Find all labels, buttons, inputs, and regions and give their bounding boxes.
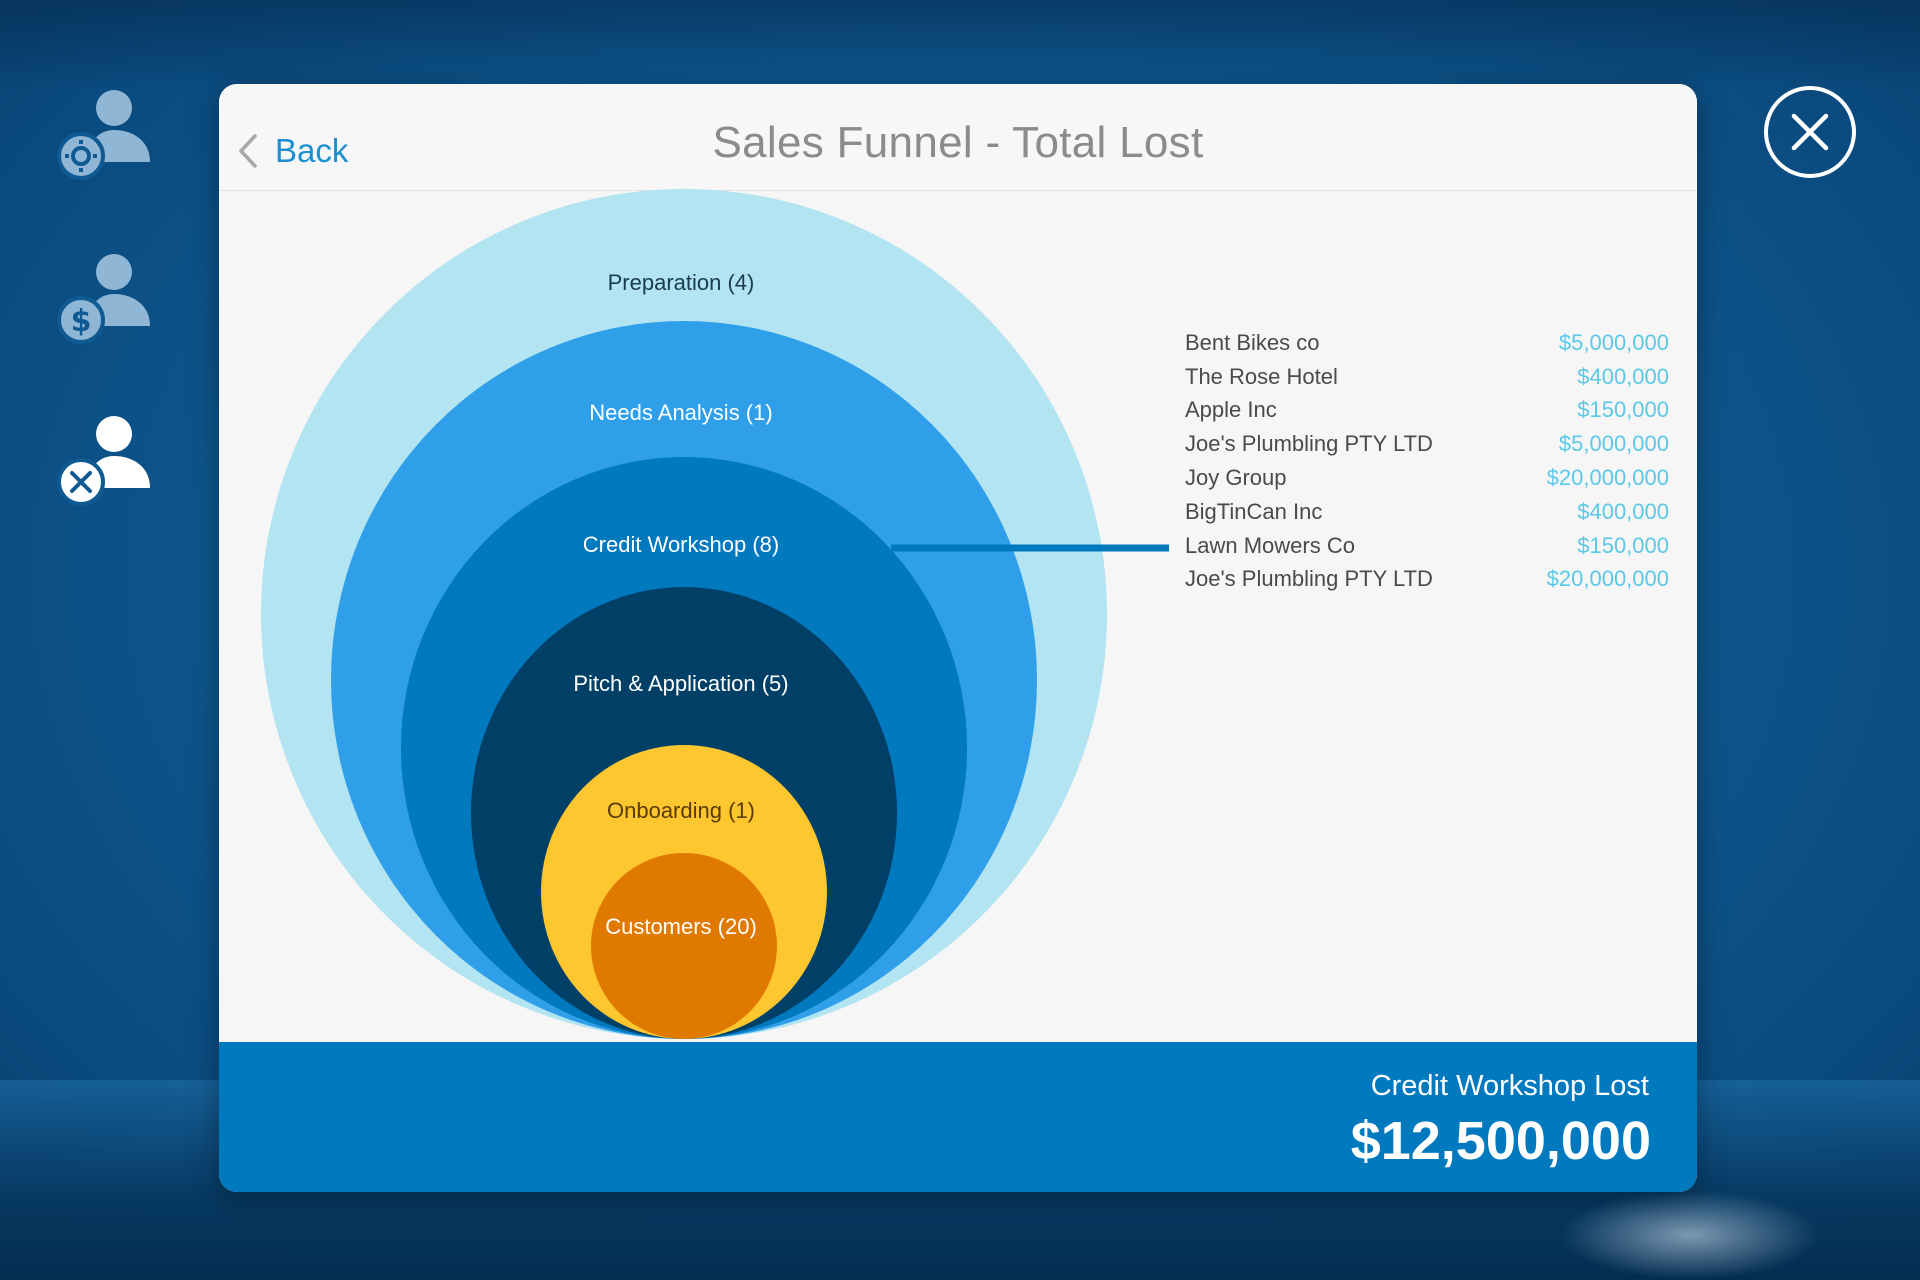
deal-value: $5,000,000: [1558, 431, 1669, 457]
stage-label-pitch-application[interactable]: Pitch & Application (5): [573, 671, 789, 696]
side-nav: $: [0, 0, 180, 1280]
background-top-shade: [0, 0, 1920, 90]
card-header: Back Sales Funnel - Total Lost: [219, 84, 1697, 191]
list-item[interactable]: Joy Group $20,000,000: [1185, 461, 1669, 495]
footer-amount: $12,500,000: [1350, 1111, 1651, 1171]
list-item[interactable]: Joe's Plumbling PTY LTD $5,000,000: [1185, 427, 1669, 461]
deal-value: $150,000: [1577, 397, 1669, 423]
list-item[interactable]: Apple Inc $150,000: [1185, 394, 1669, 428]
deal-value: $20,000,000: [1546, 566, 1669, 592]
background-glow: [1560, 1190, 1820, 1280]
deal-value: $400,000: [1577, 498, 1669, 524]
summary-footer: Credit Workshop Lost $12,500,000: [219, 1042, 1697, 1192]
deal-name: Joe's Plumbling PTY LTD: [1185, 431, 1433, 457]
back-label: Back: [275, 132, 349, 169]
user-dollar-icon: $: [57, 254, 150, 344]
stage-label-credit-workshop[interactable]: Credit Workshop (8): [582, 532, 780, 557]
deal-name: BigTinCan Inc: [1185, 498, 1323, 524]
stage-customers-ring[interactable]: [591, 853, 777, 1039]
deal-name: Lawn Mowers Co: [1185, 532, 1355, 558]
user-gear-icon: [57, 90, 150, 180]
list-item[interactable]: BigTinCan Inc $400,000: [1185, 495, 1669, 529]
deal-name: Joy Group: [1185, 465, 1287, 491]
chevron-left-icon: [239, 134, 257, 168]
stage-label-preparation[interactable]: Preparation (4): [607, 270, 755, 295]
nav-user-dollar-button[interactable]: $: [50, 242, 160, 352]
sales-funnel-card: Back Sales Funnel - Total Lost Preparati…: [219, 84, 1697, 1192]
lost-deals-list: Bent Bikes co $5,000,000 The Rose Hotel …: [1185, 326, 1669, 596]
user-cross-icon: [57, 416, 150, 506]
nav-user-gear-button[interactable]: [50, 78, 160, 188]
funnel-chart: Preparation (4) Needs Analysis (1) Credi…: [219, 84, 1697, 1044]
list-item[interactable]: The Rose Hotel $400,000: [1185, 360, 1669, 394]
back-button[interactable]: Back: [237, 126, 348, 176]
nav-user-cross-button[interactable]: [50, 404, 160, 514]
close-icon: [1791, 113, 1829, 151]
list-item[interactable]: Joe's Plumbling PTY LTD $20,000,000: [1185, 563, 1669, 597]
deal-name: The Rose Hotel: [1185, 363, 1338, 389]
page-title: Sales Funnel - Total Lost: [712, 118, 1204, 167]
deal-value: $5,000,000: [1558, 329, 1669, 355]
deal-value: $20,000,000: [1546, 465, 1669, 491]
svg-text:$: $: [71, 304, 92, 339]
stage-label-customers[interactable]: Customers (20): [605, 914, 757, 939]
deal-value: $400,000: [1577, 363, 1669, 389]
list-item[interactable]: Lawn Mowers Co $150,000: [1185, 529, 1669, 563]
stage-label-needs-analysis[interactable]: Needs Analysis (1): [589, 400, 773, 425]
footer-label: Credit Workshop Lost: [1370, 1070, 1649, 1102]
deal-name: Apple Inc: [1185, 397, 1277, 423]
close-button[interactable]: [1764, 86, 1856, 178]
deal-value: $150,000: [1577, 532, 1669, 558]
stage-label-onboarding[interactable]: Onboarding (1): [607, 798, 755, 823]
list-item[interactable]: Bent Bikes co $5,000,000: [1185, 326, 1669, 360]
deal-name: Joe's Plumbling PTY LTD: [1185, 566, 1433, 592]
deal-name: Bent Bikes co: [1185, 329, 1320, 355]
